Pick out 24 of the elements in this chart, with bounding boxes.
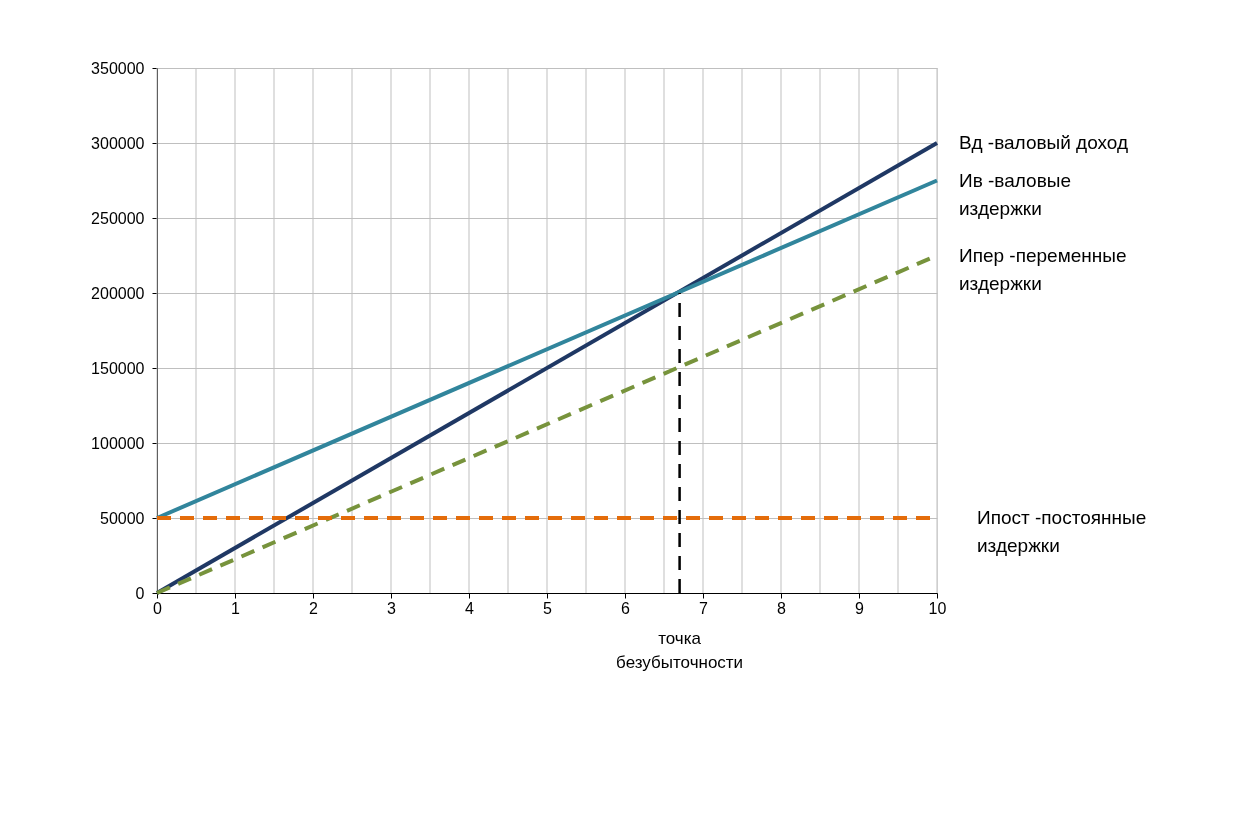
x-tick-label: 0 bbox=[153, 599, 163, 617]
x-tick-label: 1 bbox=[231, 599, 241, 617]
y-tick-label: 50000 bbox=[100, 509, 145, 527]
x-tick-label: 8 bbox=[777, 599, 787, 617]
x-tick-label: 4 bbox=[465, 599, 475, 617]
x-tick-label: 5 bbox=[543, 599, 553, 617]
y-tick-label: 100000 bbox=[91, 434, 145, 452]
y-tick-label: 300000 bbox=[91, 134, 145, 152]
y-tick-label: 200000 bbox=[91, 284, 145, 302]
annotation: точка безубыточности bbox=[616, 629, 744, 672]
x-tick-label: 2 bbox=[309, 599, 319, 617]
series-label: Ипер -переменные издержки bbox=[959, 244, 1127, 294]
y-tick-label: 350000 bbox=[91, 59, 145, 77]
x-tick-label: 6 bbox=[621, 599, 631, 617]
y-tick-label: 150000 bbox=[91, 359, 145, 377]
series-label: Вд -валовый доход bbox=[959, 132, 1129, 153]
x-tick-label: 9 bbox=[855, 599, 865, 617]
series-label: Ив -валовые издержки bbox=[959, 169, 1071, 219]
x-tick-label: 10 bbox=[928, 599, 947, 617]
x-tick-label: 7 bbox=[699, 599, 709, 617]
y-tick-label: 0 bbox=[135, 584, 145, 602]
y-tick-label: 250000 bbox=[91, 209, 145, 227]
x-tick-label: 3 bbox=[387, 599, 397, 617]
text: Ипост -постоянные издержки bbox=[977, 507, 1147, 556]
